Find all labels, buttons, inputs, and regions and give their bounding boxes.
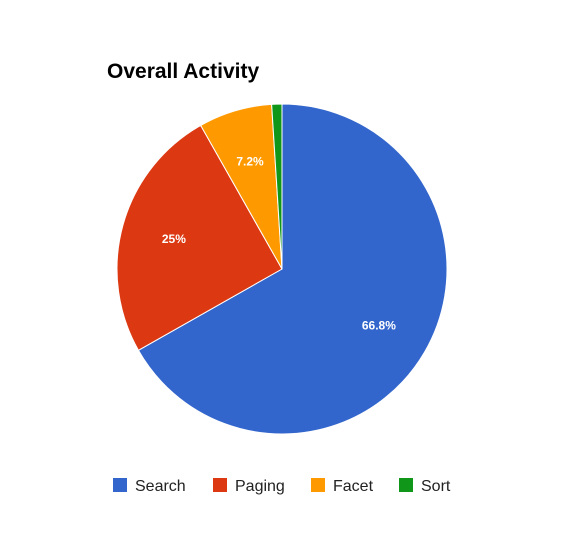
legend-item-paging[interactable]: Paging [213, 478, 285, 495]
legend-label-sort: Sort [421, 478, 451, 495]
slice-label-search: 66.8% [362, 319, 396, 333]
slice-label-facet: 7.2% [236, 155, 264, 169]
legend-label-search: Search [135, 478, 186, 495]
slice-label-paging: 25% [162, 232, 186, 246]
legend: Search Paging Facet Sort [113, 478, 451, 495]
legend-swatch-search [113, 478, 127, 492]
legend-label-paging: Paging [235, 478, 285, 495]
slice-labels: 66.8% 25% 7.2% [162, 155, 396, 333]
legend-item-search[interactable]: Search [113, 478, 186, 495]
pie-slice-search[interactable] [137, 103, 448, 435]
pie-slices [116, 103, 448, 435]
legend-item-sort[interactable]: Sort [399, 478, 451, 495]
pie-slice-sort[interactable] [271, 103, 283, 270]
legend-swatch-paging [213, 478, 227, 492]
legend-item-facet[interactable]: Facet [311, 478, 374, 495]
chart-title: Overall Activity [107, 60, 259, 83]
legend-swatch-facet [311, 478, 325, 492]
pie-slice-paging[interactable] [116, 124, 283, 351]
legend-label-facet: Facet [333, 478, 374, 495]
legend-swatch-sort [399, 478, 413, 492]
